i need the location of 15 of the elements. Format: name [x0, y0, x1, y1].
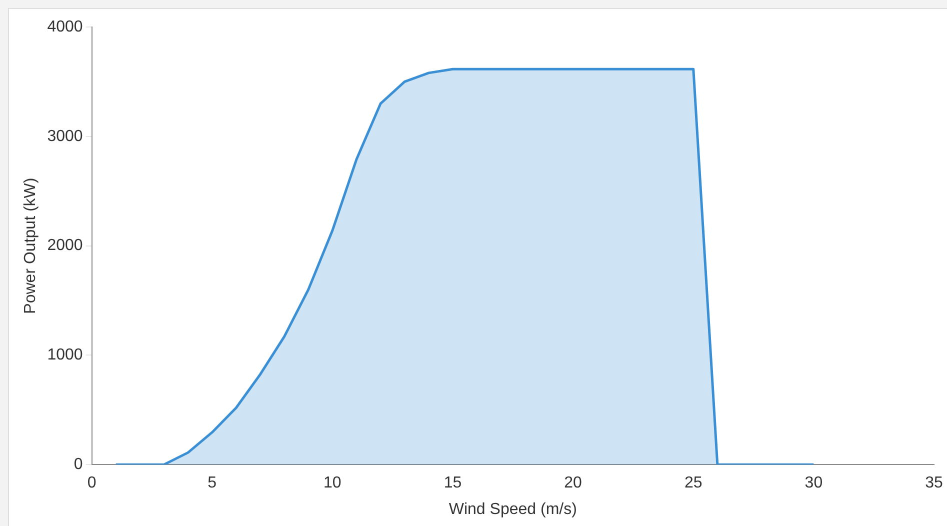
x-tick-label: 20: [564, 474, 582, 492]
y-tick-label: 4000: [47, 18, 83, 36]
x-tick-label: 0: [87, 474, 96, 492]
y-axis-title: Power Output (kW): [22, 178, 40, 314]
x-tick-label: 25: [684, 474, 702, 492]
x-tick-label: 15: [444, 474, 462, 492]
x-tick-label: 10: [324, 474, 342, 492]
x-tick-label: 35: [925, 474, 943, 492]
y-tick-label: 0: [74, 456, 83, 474]
y-tick-label: 2000: [47, 237, 83, 254]
x-tick-label: 5: [208, 474, 217, 492]
y-tick-label: 3000: [47, 128, 83, 145]
x-axis-title: Wind Speed (m/s): [448, 500, 577, 518]
y-tick-label: 1000: [47, 346, 83, 364]
x-tick-label: 30: [804, 474, 823, 492]
